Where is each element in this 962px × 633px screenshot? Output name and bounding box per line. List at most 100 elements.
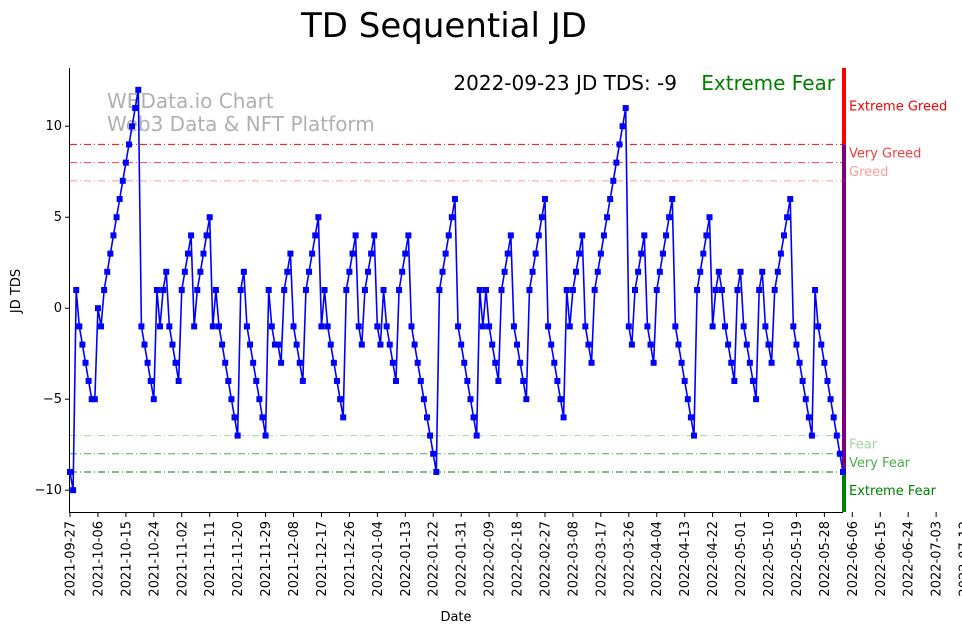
data-point: [787, 196, 794, 203]
data-point: [541, 196, 548, 203]
data-point: [119, 177, 126, 184]
data-point: [712, 287, 719, 293]
data-point: [79, 341, 86, 348]
data-point: [197, 268, 204, 275]
data-point: [271, 341, 278, 348]
y-axis-label: JD TDS: [9, 269, 24, 314]
data-point: [836, 450, 843, 457]
data-point: [442, 250, 449, 257]
data-point: [827, 396, 834, 403]
data-point: [94, 305, 101, 312]
data-point: [302, 287, 309, 293]
data-point: [495, 377, 502, 384]
data-point: [135, 86, 142, 93]
data-point: [650, 359, 657, 366]
data-point: [545, 323, 552, 330]
data-point: [309, 250, 316, 257]
data-point: [644, 323, 651, 330]
data-point: [321, 287, 328, 293]
data-point: [737, 268, 744, 275]
zone-label-2: Greed: [849, 165, 888, 180]
data-point: [132, 105, 139, 112]
data-point: [486, 323, 493, 330]
x-tick-label: 2022-06-06: [846, 521, 861, 597]
data-point: [368, 250, 375, 257]
data-point: [141, 341, 148, 348]
data-point: [476, 287, 483, 293]
data-point: [349, 250, 356, 257]
data-point: [666, 214, 673, 221]
data-point: [510, 323, 517, 330]
data-point: [734, 287, 741, 293]
x-tick-label: 2022-05-10: [762, 521, 777, 597]
data-point: [256, 396, 263, 403]
data-point: [796, 359, 803, 366]
side-bar-segment-3: [842, 471, 846, 512]
data-point: [436, 287, 443, 293]
data-point: [343, 287, 350, 293]
data-point: [153, 287, 160, 293]
data-point: [464, 377, 471, 384]
data-point: [358, 341, 365, 348]
data-point: [504, 250, 511, 257]
data-point: [191, 323, 198, 330]
data-point: [104, 268, 111, 275]
x-tick-label: 2022-06-24: [902, 521, 917, 597]
x-axis-label: Date: [440, 610, 471, 625]
data-point: [265, 287, 272, 293]
threshold-lines: [70, 143, 843, 473]
data-point: [768, 359, 775, 366]
data-point: [681, 377, 688, 384]
data-point: [728, 359, 735, 366]
data-point: [520, 377, 527, 384]
data-point: [234, 432, 241, 439]
data-point: [451, 196, 458, 203]
data-point: [427, 432, 434, 439]
data-point: [461, 359, 468, 366]
data-point: [694, 287, 701, 293]
data-point: [219, 341, 226, 348]
data-point: [380, 287, 387, 293]
data-point: [610, 177, 617, 184]
data-point: [203, 232, 210, 239]
data-point: [76, 323, 83, 330]
data-point: [709, 323, 716, 330]
x-tick-label: 2022-02-09: [483, 521, 498, 597]
data-point: [333, 377, 340, 384]
zone-label-4: Very Fear: [849, 456, 911, 471]
data-point: [818, 341, 825, 348]
data-point: [591, 287, 598, 293]
data-point: [594, 268, 601, 275]
watermark-line-1: WBData.io Chart: [107, 89, 274, 113]
data-point: [781, 232, 788, 239]
data-point: [411, 341, 418, 348]
data-point: [396, 287, 403, 293]
data-point: [482, 287, 489, 293]
zone-label-5: Extreme Fear: [849, 484, 937, 499]
data-point: [209, 323, 216, 330]
data-point: [129, 123, 136, 130]
data-point: [91, 396, 98, 403]
data-point: [551, 359, 558, 366]
data-point: [675, 341, 682, 348]
data-point: [274, 341, 281, 348]
data-point: [296, 359, 303, 366]
data-point: [163, 268, 170, 275]
data-point: [526, 287, 533, 293]
data-point: [439, 268, 446, 275]
data-point: [613, 159, 620, 166]
data-point: [259, 414, 266, 421]
data-point: [327, 341, 334, 348]
y-tick-label: 0: [54, 301, 62, 316]
data-point: [231, 414, 238, 421]
data-point: [455, 323, 462, 330]
data-point: [408, 323, 415, 330]
data-point: [433, 468, 440, 475]
data-point: [492, 359, 499, 366]
data-point: [402, 250, 409, 257]
data-point: [557, 396, 564, 403]
data-point: [188, 232, 195, 239]
data-point: [389, 359, 396, 366]
data-point: [315, 214, 322, 221]
